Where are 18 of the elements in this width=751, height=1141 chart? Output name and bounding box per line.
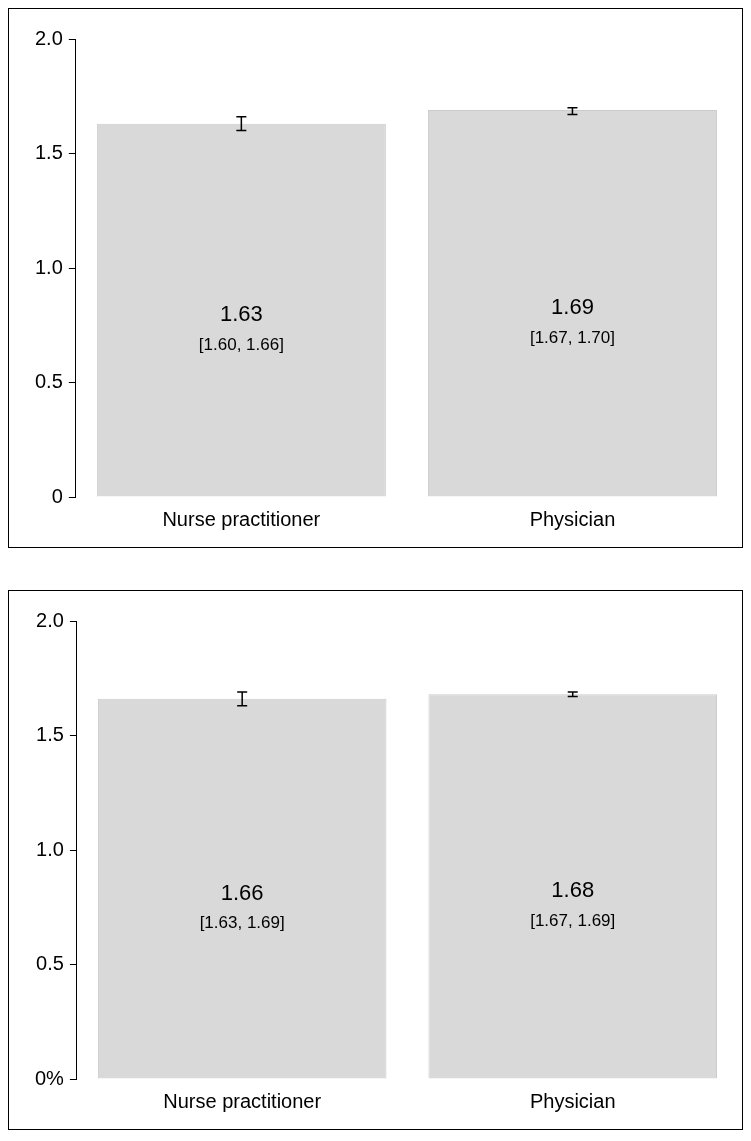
y-tick-label: 0.5 [34, 370, 63, 393]
data-label: 1.66 [1.63, 1.69] [199, 879, 285, 933]
y-tick-label: 0.5 [36, 952, 64, 975]
data-label: 1.69 [1.67, 1.70] [529, 294, 615, 347]
y-tick-label: 0% [35, 1066, 65, 1089]
y-tick-label: 1.0 [36, 837, 64, 860]
y-tick-label: 2.0 [36, 608, 64, 631]
x-tick-label: Nurse practitioner [163, 1089, 322, 1112]
y-tick-label: 1.5 [34, 141, 63, 164]
x-tick-label: Physician [529, 507, 616, 530]
y-tick-label: 1.5 [36, 723, 64, 746]
x-tick-label: Nurse practitioner [162, 507, 321, 530]
y-tick-label: 2.0 [34, 26, 63, 49]
x-tick-label: Physician [529, 1089, 616, 1112]
data-label: 1.63 [1.60, 1.66] [198, 301, 284, 354]
data-label: 1.68 [1.67, 1.69] [530, 877, 616, 931]
y-tick-label: 1.0 [34, 255, 63, 278]
y-tick-label: 0 [51, 484, 63, 507]
